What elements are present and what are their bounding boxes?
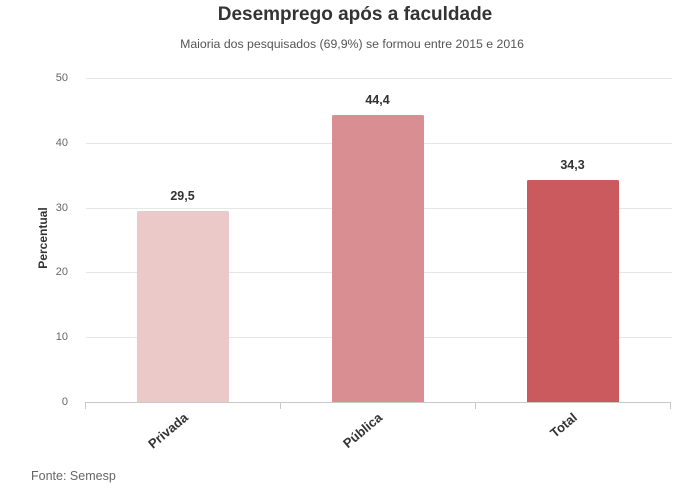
y-tick-label-30: 30	[55, 201, 68, 214]
gridline-50	[86, 78, 672, 79]
chart-subtitle: Maioria dos pesquisados (69,9%) se formo…	[180, 37, 524, 51]
bar-publica[interactable]	[331, 114, 424, 403]
bar-total[interactable]	[526, 180, 619, 403]
y-tick-label-40: 40	[55, 136, 68, 149]
x-axis-tick	[475, 403, 476, 409]
bar-privada[interactable]	[136, 211, 229, 403]
value-label: 29,5	[170, 189, 195, 204]
x-axis-tick	[85, 403, 86, 409]
x-axis-label: Total	[547, 409, 581, 441]
y-tick-label-50: 50	[55, 72, 68, 84]
x-axis-tick	[670, 403, 671, 409]
source-note: Fonte: Semesp	[31, 469, 116, 483]
y-tick-label-0: 0	[61, 396, 68, 408]
y-tick-label-20: 20	[55, 266, 68, 279]
y-tick-label-10: 10	[55, 331, 68, 344]
chart-title: Desemprego após a faculdade	[217, 4, 493, 25]
x-axis-label: Pública	[340, 409, 386, 451]
x-axis-label: Privada	[144, 409, 191, 451]
x-axis-tick	[280, 403, 281, 409]
x-axis-line	[85, 402, 671, 403]
value-label: 34,3	[560, 158, 585, 173]
value-label: 44,4	[365, 92, 390, 107]
